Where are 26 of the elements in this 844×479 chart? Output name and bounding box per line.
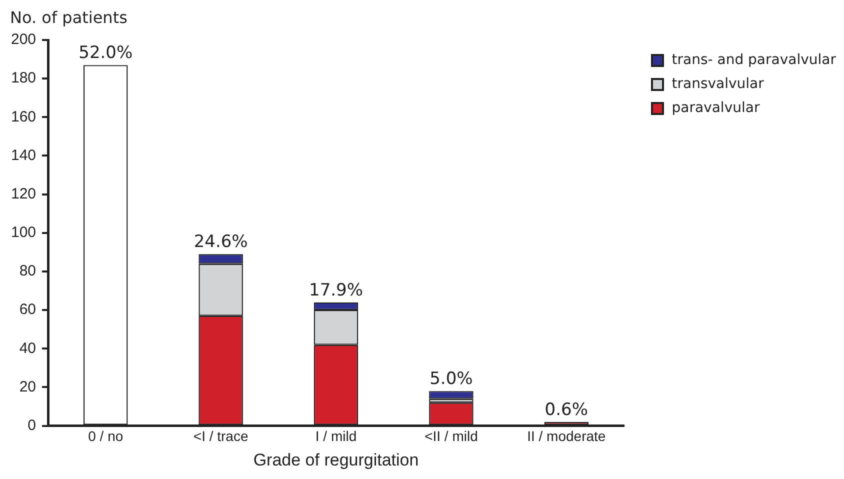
legend-label: paravalvular xyxy=(672,100,760,116)
y-tick-label: 180 xyxy=(10,70,36,87)
x-tick-label: I / mild xyxy=(315,428,357,444)
legend-label: transvalvular xyxy=(672,76,764,92)
annotation: 17.9% xyxy=(309,280,364,300)
y-tick-label: 20 xyxy=(19,378,36,396)
legend-label: trans- and paravalvular xyxy=(672,52,836,68)
y-tick-label: 140 xyxy=(10,146,36,164)
x-tick-label: II / moderate xyxy=(527,428,606,444)
y-axis-title: No. of patients xyxy=(10,8,128,27)
annotation: 24.6% xyxy=(194,232,248,252)
y-tick-label: 60 xyxy=(19,301,36,318)
y-tick-label: 200 xyxy=(10,31,36,48)
annotation: 52.0% xyxy=(78,43,133,63)
annotation: 5.0% xyxy=(430,369,473,389)
y-tick-label: 100 xyxy=(10,224,36,242)
x-tick-label: 0 / no xyxy=(88,428,124,444)
y-tick-label: 80 xyxy=(19,262,36,280)
x-axis-title: Grade of regurgitation xyxy=(253,450,419,470)
x-tick-label: <I / trace xyxy=(193,428,248,444)
x-tick-label: <II / mild xyxy=(424,428,478,444)
y-tick-label: 120 xyxy=(10,185,36,202)
y-tick-label: 0 xyxy=(28,416,36,434)
y-tick-label: 40 xyxy=(19,340,36,357)
y-tick-label: 160 xyxy=(10,108,36,126)
annotation: 0.6% xyxy=(544,400,588,420)
